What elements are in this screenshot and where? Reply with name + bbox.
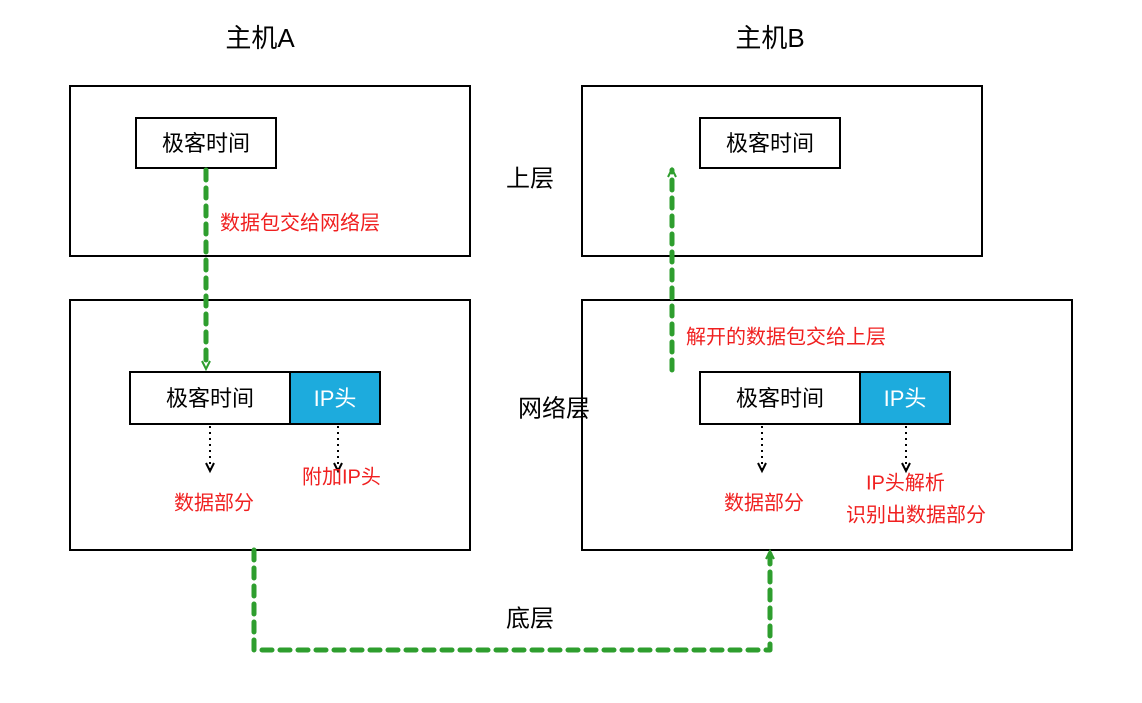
annotation-b-ip2: 识别出数据部分 (846, 503, 986, 526)
host-a-packet-data-text: 极客时间 (166, 386, 254, 411)
annotation-b-data: 数据部分 (724, 491, 804, 514)
annotation-b-ip1: IP头解析 (866, 471, 945, 494)
annotation-a-ip: 附加IP头 (302, 465, 381, 488)
host-b-packet-data-text: 极客时间 (736, 386, 824, 411)
host-a-payload-text: 极客时间 (162, 131, 250, 156)
title-host-b: 主机B (735, 23, 804, 53)
host-a-ip-header-text: IP头 (314, 386, 357, 411)
host-b-payload-text: 极客时间 (726, 131, 814, 156)
annotation-b-up: 解开的数据包交给上层 (686, 325, 886, 348)
host-b-upper-box (582, 86, 982, 256)
arrow-bottom-transfer (254, 550, 770, 650)
host-b-ip-header-text: IP头 (884, 386, 927, 411)
label-upper-layer: 上层 (506, 165, 554, 192)
annotation-a-data: 数据部分 (174, 491, 254, 514)
title-host-a: 主机A (225, 23, 295, 53)
label-network-layer: 网络层 (518, 395, 590, 422)
annotation-a-down: 数据包交给网络层 (220, 211, 380, 234)
label-bottom-layer: 底层 (506, 605, 554, 632)
